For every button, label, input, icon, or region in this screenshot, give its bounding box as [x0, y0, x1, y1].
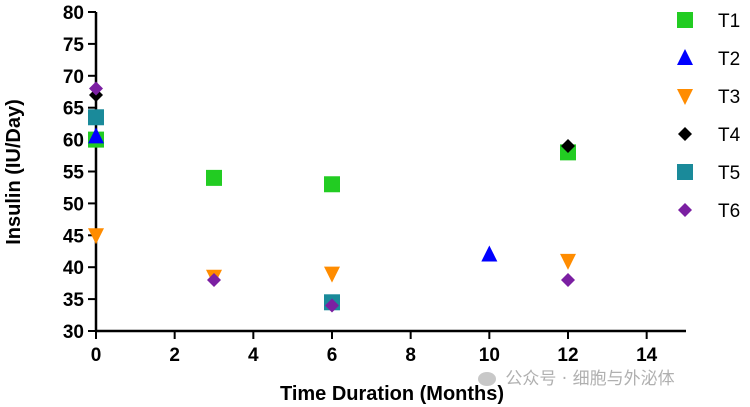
y-tick-label: 60 — [63, 131, 84, 152]
x-tick-label: 0 — [91, 345, 102, 366]
y-axis-title: Insulin (IU/Day) — [3, 99, 25, 245]
legend-label-t6: T6 — [718, 201, 740, 222]
data-point-t6 — [325, 298, 339, 313]
legend-marker-t5 — [677, 164, 693, 180]
legend: T1 T2 T3 T4 T5 T6 — [677, 11, 741, 222]
data-point-t3 — [88, 228, 104, 245]
x-tick-label: 14 — [636, 345, 658, 366]
y-tick-label: 75 — [63, 35, 85, 56]
data-point-t2 — [481, 245, 498, 262]
data-marks — [88, 81, 576, 313]
data-point-t4 — [561, 138, 575, 153]
y-tick-label: 35 — [63, 290, 85, 311]
x-tick-label: 4 — [248, 345, 259, 366]
x-tick-label: 12 — [557, 345, 578, 366]
x-tick-label: 8 — [405, 345, 416, 366]
legend-marker-t4 — [678, 127, 692, 141]
legend-marker-t3 — [677, 89, 693, 105]
data-point-t5 — [88, 109, 104, 126]
data-point-t3 — [560, 253, 576, 270]
x-axis-title: Time Duration (Months) — [280, 383, 504, 405]
legend-label-t4: T4 — [718, 125, 741, 146]
data-point-t1 — [206, 169, 222, 186]
data-point-t6 — [207, 272, 221, 287]
y-tick-label: 65 — [63, 99, 85, 120]
data-point-t6 — [561, 272, 575, 287]
y-tick-label: 55 — [63, 163, 85, 184]
legend-marker-t6 — [678, 203, 692, 217]
wechat-icon — [478, 372, 496, 386]
y-tick-label: 70 — [63, 67, 84, 88]
legend-label-t5: T5 — [718, 163, 740, 184]
y-tick-label: 40 — [63, 258, 84, 279]
axes: 30 35 40 45 50 55 60 65 70 75 80 0 2 4 6 8 10 12 14 — [63, 3, 686, 366]
data-point-t1 — [324, 176, 340, 193]
y-tick-label: 80 — [63, 3, 84, 24]
data-point-t6 — [89, 81, 103, 96]
x-tick-label: 2 — [169, 345, 180, 366]
y-tick-label: 30 — [63, 322, 84, 343]
y-tick-label: 45 — [63, 226, 85, 247]
watermark-text: 公众号 · 细胞与外泌体 — [505, 369, 675, 389]
legend-marker-t2 — [677, 49, 693, 65]
data-point-t2 — [88, 127, 104, 144]
data-point-t3 — [324, 266, 340, 283]
x-tick-label: 10 — [479, 345, 500, 366]
legend-label-t1: T1 — [718, 11, 740, 32]
legend-label-t2: T2 — [718, 49, 740, 70]
y-tick-label: 50 — [63, 194, 84, 215]
watermark: 公众号 · 细胞与外泌体 — [478, 364, 675, 389]
x-tick-label: 6 — [327, 345, 338, 366]
legend-marker-t1 — [677, 12, 693, 28]
legend-label-t3: T3 — [718, 87, 740, 108]
